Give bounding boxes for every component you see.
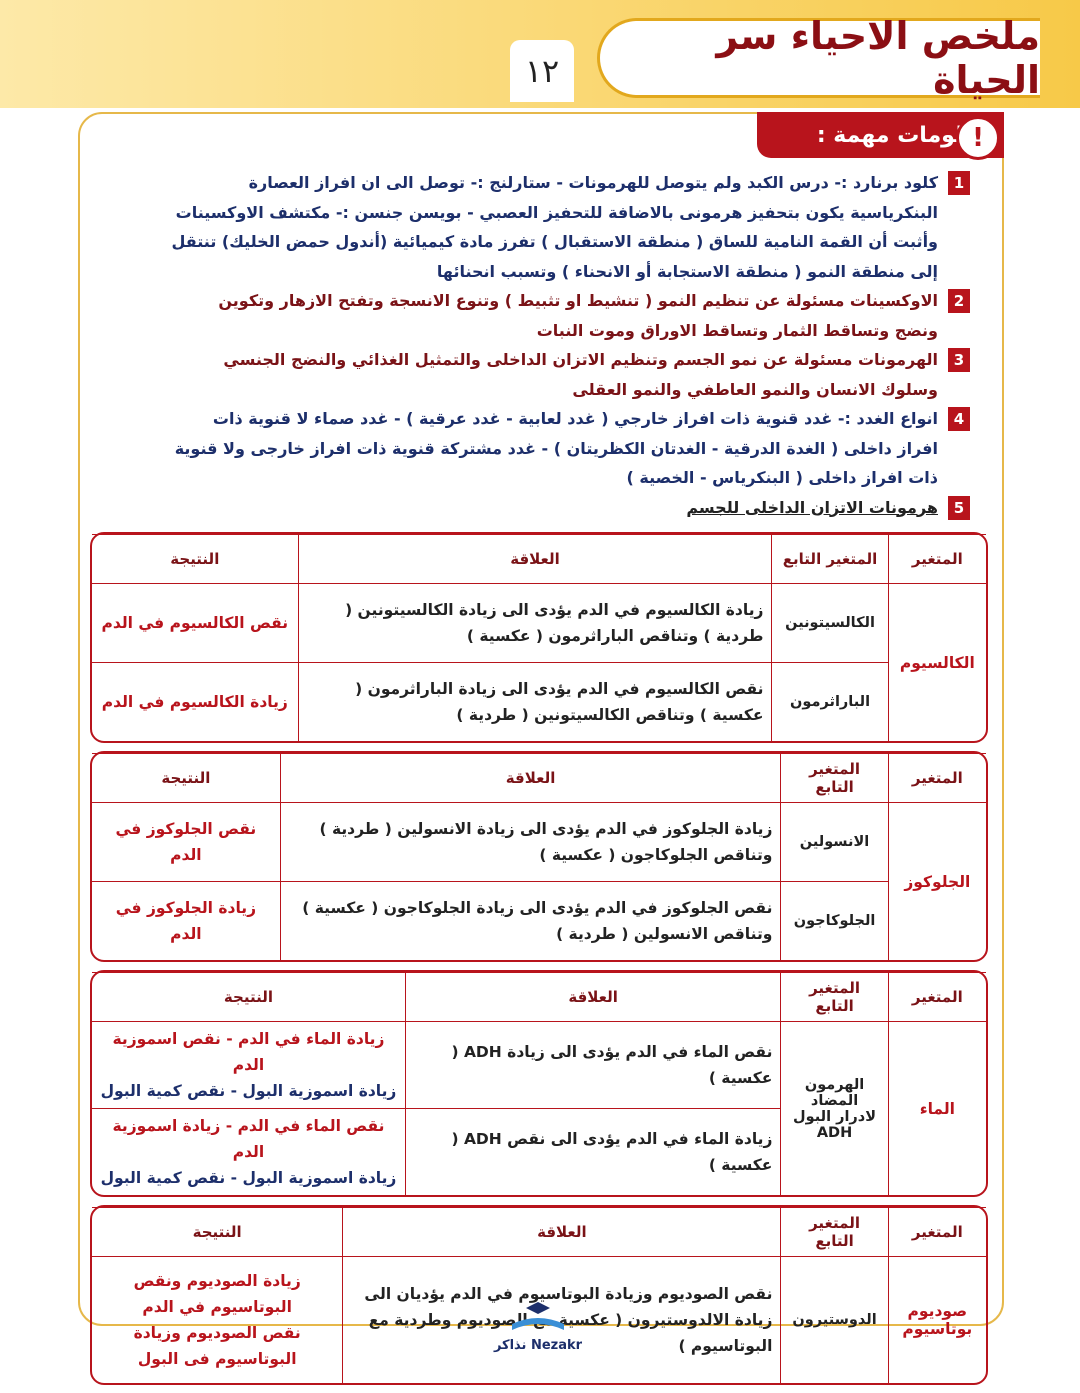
header-cell: المتغير التابع: [780, 1207, 888, 1256]
header-cell: العلاقة: [404, 972, 781, 1021]
result-line: زيادة الصوديوم ونقص البوتاسيوم في الدم: [133, 1272, 301, 1316]
data-table: المتغير المتغير التابع العلاقة النتيجة الكال…: [90, 532, 988, 743]
header-cell: العلاقة: [297, 534, 772, 583]
table-row: الكالسيوم الكالسيتونين زيادة الكالسيوم في …: [92, 583, 986, 741]
page-number: ١٢: [510, 40, 574, 102]
result-line: زيادة الماء في الدم - نقص اسموزية الدم: [112, 1030, 385, 1074]
item: 3 الهرمونات مسئولة عن نمو الجسم وتنظيم ال…: [170, 345, 970, 404]
relation-cell: نقص الصوديوم وزيادة البوتاسيوم في الدم ي…: [342, 1256, 781, 1383]
header-cell: المتغير التابع: [771, 534, 888, 583]
header-row: المتغير المتغير التابع العلاقة النتيجة: [92, 534, 986, 583]
table-row: الباراثرمون نقص الكالسيوم في الدم يؤدى ال…: [92, 662, 986, 741]
variable-cell: صوديوم بوتاسيوم: [887, 1256, 986, 1383]
variable-cell: الكالسيوم: [887, 583, 986, 741]
result-cell: زيادة الماء في الدم - نقص اسموزية الدم زي…: [92, 1021, 405, 1108]
alert-icon: !: [956, 116, 1000, 160]
result-line: زيادة اسموزية البول - نقص كمية البول: [100, 1082, 397, 1100]
result-cell: زيادة الجلوكوز في الدم: [92, 881, 280, 960]
item: 1 كلود برنارد :- درس الكبد ولم يتوصل للهر…: [170, 168, 970, 286]
item-number: 5: [948, 495, 970, 520]
data-table: المتغير المتغير التابع العلاقة النتيجة الجلو…: [90, 751, 988, 962]
relation-cell: زيادة الجلوكوز في الدم يؤدى الى زيادة ال…: [279, 802, 781, 881]
logo-arabic: نذاكر: [493, 1338, 527, 1353]
result-cell: زيادة الكالسيوم في الدم: [92, 662, 298, 741]
header-cell: المتغير: [887, 534, 986, 583]
header-cell: المتغير التابع: [780, 972, 888, 1021]
header-cell: العلاقة: [342, 1207, 781, 1256]
footer-logo: Nezakr نذاكر: [488, 1300, 588, 1353]
dependent-cell: الباراثرمون: [771, 662, 888, 741]
item-number: 2: [948, 289, 970, 313]
variable-cell: الماء: [887, 1021, 986, 1195]
item-text: كلود برنارد :- درس الكبد ولم يتوصل للهرم…: [171, 173, 938, 281]
header-cell: النتيجة: [92, 753, 280, 802]
header-cell: النتيجة: [92, 972, 405, 1021]
relation-cell: نقص الماء في الدم يؤدى الى زيادة ADH ( ع…: [404, 1021, 781, 1108]
logo-icon: [512, 1302, 564, 1330]
header-title: ملخص الاحياء سر الحياة: [597, 14, 1040, 102]
logo-latin: Nezakr: [530, 1338, 583, 1353]
relation-cell: نقص الكالسيوم في الدم يؤدى الى زيادة الب…: [297, 662, 772, 741]
header-cell: العلاقة: [279, 753, 781, 802]
item: 4 انواع الغدد :- غدد قنوية ذات افراز خارج…: [170, 404, 970, 493]
item-number: 4: [948, 407, 970, 431]
item: 5 هرمونات الاتزان الداخلى للجسم: [170, 493, 970, 523]
header-cell: المتغير التابع: [780, 753, 888, 802]
item-text: الهرمونات مسئولة عن نمو الجسم وتنظيم الا…: [223, 350, 938, 399]
result-cell: نقص الكالسيوم في الدم: [92, 583, 298, 662]
table-row: الجلوكاجون نقص الجلوكوز في الدم يؤدى الى …: [92, 881, 986, 960]
result-line: نقص الجلوكوز في الدم: [115, 820, 257, 864]
data-table: المتغير المتغير التابع العلاقة النتيجة صوديو…: [90, 1205, 988, 1385]
item-number: 3: [948, 348, 970, 372]
relation-cell: زيادة الكالسيوم في الدم يؤدى الى زيادة ا…: [297, 583, 772, 662]
dependent-cell: الكالسيتونين: [771, 583, 888, 662]
item-text: انواع الغدد :- غدد قنوية ذات افراز خارجي…: [174, 409, 938, 487]
header-row: المتغير المتغير التابع العلاقة النتيجة: [92, 753, 986, 802]
relation-cell: زيادة الماء في الدم يؤدى الى نقص ADH ( ع…: [404, 1108, 781, 1195]
result-line: نقص الكالسيوم في الدم: [101, 614, 289, 632]
result-line: نقص الماء في الدم - زيادة اسموزية الدم: [112, 1117, 385, 1161]
header-row: المتغير المتغير التابع العلاقة النتيجة: [92, 1207, 986, 1256]
dependent-cell: الجلوكاجون: [780, 881, 888, 960]
header-cell: النتيجة: [92, 534, 298, 583]
result-cell: نقص الماء في الدم - زيادة اسموزية الدم زي…: [92, 1108, 405, 1195]
data-table: المتغير المتغير التابع العلاقة النتيجة الماء…: [90, 970, 988, 1197]
item-text: هرمونات الاتزان الداخلى للجسم: [686, 497, 938, 517]
content-frame: [78, 112, 1004, 1326]
header-cell: المتغير: [887, 972, 986, 1021]
header-row: المتغير المتغير التابع العلاقة النتيجة: [92, 972, 986, 1021]
result-line: نقص الصوديوم وزيادة البوتاسيوم فى البول: [133, 1324, 301, 1368]
relation-cell: نقص الجلوكوز في الدم يؤدى الى زيادة الجل…: [279, 881, 781, 960]
table-row: الجلوكوز الانسولين زيادة الجلوكوز في الدم …: [92, 802, 986, 960]
table-list: المتغير المتغير التابع العلاقة النتيجة الكال…: [90, 532, 988, 1393]
variable-cell: الجلوكوز: [887, 802, 986, 960]
header-cell: المتغير: [887, 1207, 986, 1256]
header-cell: النتيجة: [92, 1207, 343, 1256]
result-line: زيادة الكالسيوم في الدم: [101, 693, 288, 711]
result-line: زيادة اسموزية البول - نقص كمية البول: [100, 1169, 397, 1187]
dependent-cell: الانسولين: [780, 802, 888, 881]
item-number: 1: [948, 171, 970, 195]
item-list: 1 كلود برنارد :- درس الكبد ولم يتوصل للهر…: [170, 168, 970, 522]
result-line: زيادة الجلوكوز في الدم: [115, 899, 257, 943]
header-cell: المتغير: [887, 753, 986, 802]
item: 2 الاوكسينات مسئولة عن تنظيم النمو ( تنشي…: [170, 286, 970, 345]
result-cell: زيادة الصوديوم ونقص البوتاسيوم في الدم نق…: [92, 1256, 343, 1383]
dependent-cell: الهرمون المضاد لادرار البول ADH: [780, 1021, 888, 1195]
table-row: صوديوم بوتاسيوم الدوستيرون نقص الصوديوم وز…: [92, 1256, 986, 1383]
dependent-cell: الدوستيرون: [780, 1256, 888, 1383]
result-cell: نقص الجلوكوز في الدم: [92, 802, 280, 881]
table-row: زيادة الماء في الدم يؤدى الى نقص ADH ( ع…: [92, 1108, 986, 1195]
item-text: الاوكسينات مسئولة عن تنظيم النمو ( تنشيط…: [218, 291, 938, 340]
table-row: الماء الهرمون المضاد لادرار البول ADH نقص …: [92, 1021, 986, 1195]
